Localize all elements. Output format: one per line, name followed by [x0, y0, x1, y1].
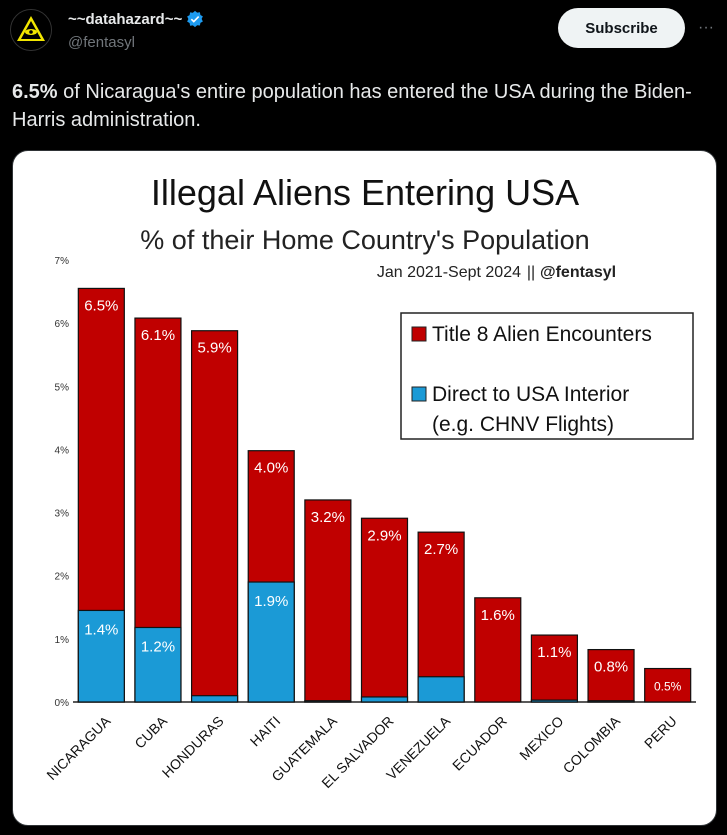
more-dots-icon[interactable]: ···: [698, 19, 714, 36]
bar-total-label: 5.9%: [197, 340, 231, 357]
author-handle[interactable]: @fentasyl: [68, 34, 135, 51]
legend-swatch-interior: [411, 386, 427, 402]
bar-interior: [360, 696, 409, 703]
bar-total-label: 4.0%: [254, 460, 288, 477]
y-tick-label: 2%: [55, 572, 70, 583]
y-tick-label: 1%: [55, 635, 70, 646]
bar-title8: [304, 499, 352, 703]
tweet-text: 6.5% of Nicaragua's entire population ha…: [12, 78, 712, 134]
bars: 6.5% 1.4% 6.1% 1.2% 5.9% 4.0% 1.9% 3.2% 2.9% 2.7%…: [77, 287, 692, 703]
tweet-text-body: of Nicaragua's entire population has ent…: [12, 81, 692, 131]
bar-interior: [247, 581, 295, 703]
bar-interior: [587, 700, 635, 703]
bar-title8: [474, 597, 522, 703]
chart-note-handle: @fentasyl: [540, 264, 616, 281]
bar-total-label: 2.9%: [367, 527, 401, 544]
x-tick-label: MEXICO: [516, 713, 566, 763]
bar-interior-label: 1.4%: [84, 621, 118, 638]
legend-label-title8: Title 8 Alien Encounters: [432, 323, 652, 346]
y-tick-label: 6%: [55, 319, 70, 330]
bar-interior: [134, 626, 182, 703]
chart-subtitle: % of their Home Country's Population: [140, 225, 589, 255]
author-display-name[interactable]: ~~datahazard~~: [68, 10, 183, 28]
y-tick-label: 4%: [55, 445, 70, 456]
legend-label-interior: Direct to USA Interior: [432, 383, 629, 406]
eye-triangle-logo-icon: [11, 10, 51, 50]
bar-interior: [77, 609, 125, 703]
x-tick-label: HAITI: [247, 713, 284, 750]
x-tick-label: PERU: [641, 713, 680, 752]
bar-total-label: 1.1%: [537, 644, 571, 661]
x-tick-label: CUBA: [131, 712, 170, 751]
bar-total-label: 0.8%: [594, 659, 628, 676]
y-tick-label: 3%: [55, 509, 70, 520]
tweet-text-bold: 6.5%: [12, 81, 58, 103]
x-tick-label: NICARAGUA: [43, 712, 114, 783]
bar-interior: [530, 699, 579, 703]
bar-title8: [190, 330, 239, 703]
legend-label-interior-2: (e.g. CHNV Flights): [432, 413, 614, 436]
bar-total-label: 6.5%: [84, 297, 118, 314]
x-tick-label: ECUADOR: [449, 713, 510, 774]
legend-swatch-title8: [411, 326, 427, 342]
x-tick-label: COLOMBIA: [560, 712, 624, 776]
bar-title8: [587, 648, 635, 703]
chart-note-separator: ||: [527, 264, 535, 281]
subscribe-button[interactable]: Subscribe: [558, 8, 685, 48]
bar-interior: [417, 676, 465, 703]
chart-title: Illegal Aliens Entering USA: [151, 172, 579, 213]
bar-total-label: 2.7%: [424, 541, 458, 558]
bar-total-label: 3.2%: [311, 509, 345, 526]
verified-badge-icon: [187, 10, 204, 28]
bar-title8: [360, 517, 409, 703]
bar-interior: [304, 700, 352, 703]
bar-total-label: 0.5%: [654, 680, 682, 694]
bar-title8: [530, 634, 579, 703]
tweet-media-chart[interactable]: Illegal Aliens Entering USA % of their H…: [12, 150, 717, 826]
bar-total-label: 6.1%: [141, 327, 175, 344]
bar-title8: [644, 667, 692, 703]
y-tick-label: 5%: [55, 382, 70, 393]
author-name[interactable]: ~~datahazard~~: [68, 10, 204, 28]
bar-interior: [190, 695, 239, 703]
y-tick-label: 0%: [55, 698, 70, 709]
avatar[interactable]: [10, 9, 52, 51]
bar-title8: [417, 531, 465, 703]
bar-interior-label: 1.2%: [141, 638, 175, 655]
legend: Title 8 Alien Encounters Direct to USA I…: [400, 312, 694, 440]
bar-interior-label: 1.9%: [254, 593, 288, 610]
legend-box: [400, 312, 694, 440]
bar-chart: Illegal Aliens Entering USA % of their H…: [43, 172, 696, 791]
bar-total-label: 1.6%: [481, 607, 515, 624]
y-tick-label: 7%: [55, 256, 70, 267]
chart-note: Jan 2021-Sept 2024: [377, 264, 521, 281]
